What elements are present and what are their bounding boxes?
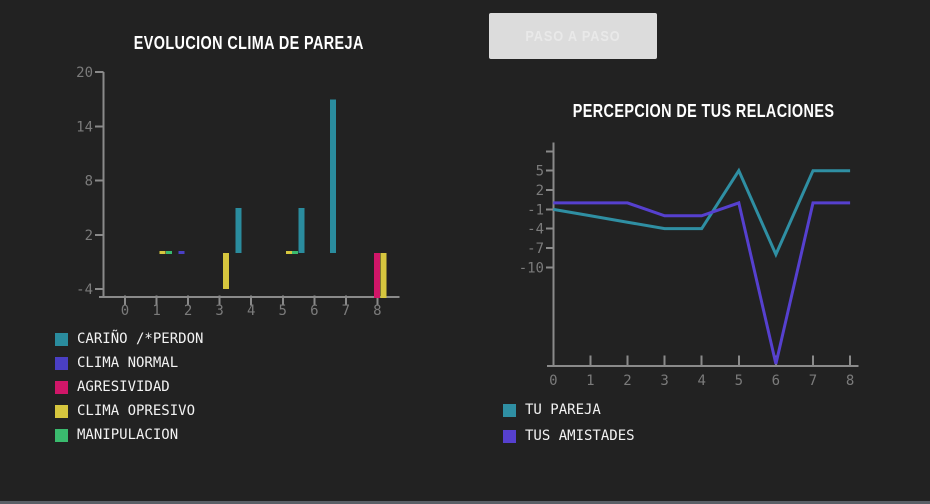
legend-item-label: CLIMA NORMAL (77, 355, 179, 371)
legend-item: CARIÑO /*PERDON (55, 327, 203, 351)
y-tick-label: 2 (536, 183, 544, 199)
legend-item: AGRESIVIDAD (55, 375, 203, 399)
bar-chart-legend: CARIÑO /*PERDON CLIMA NORMAL AGRESIVIDAD CL… (55, 327, 203, 447)
legend-item: CLIMA OPRESIVO (55, 399, 203, 423)
legend-color-swatch-icon (55, 404, 68, 418)
x-tick-label: 4 (247, 303, 255, 319)
legend-item-label: TU PAREJA (525, 402, 601, 418)
paso-a-paso-button-label: PASO A PASO (525, 27, 621, 45)
x-tick-label: 6 (772, 373, 780, 389)
y-tick-label: -1 (527, 202, 544, 218)
legend-color-swatch-icon (55, 428, 68, 442)
x-tick-label: 4 (697, 373, 705, 389)
x-tick-label: 2 (623, 373, 631, 389)
bar (235, 207, 242, 253)
legend-item: CLIMA NORMAL (55, 351, 203, 375)
x-tick-label: 8 (373, 303, 381, 319)
bar (159, 250, 166, 254)
y-tick-label: -7 (527, 241, 544, 257)
legend-item-label: TUS AMISTADES (525, 428, 635, 444)
legend-item-label: CLIMA OPRESIVO (77, 403, 196, 419)
x-tick-label: 1 (586, 373, 594, 389)
bar (292, 250, 299, 254)
paso-a-paso-button[interactable]: PASO A PASO (489, 13, 657, 59)
legend-color-swatch-icon (503, 403, 516, 417)
x-tick-label: 0 (121, 303, 129, 319)
bar (298, 207, 305, 253)
y-tick-label: 14 (76, 119, 93, 135)
x-tick-label: 5 (735, 373, 743, 389)
x-tick-label: 7 (809, 373, 817, 389)
bar (222, 253, 229, 290)
legend-color-swatch-icon (503, 429, 516, 443)
line-series (553, 167, 851, 259)
bar-chart-title: EVOLUCION CLIMA DE PAREJA (97, 33, 401, 54)
bar (178, 250, 185, 254)
bar (374, 253, 381, 299)
legend-color-swatch-icon (55, 332, 68, 346)
y-tick-label: 5 (536, 164, 544, 180)
line-chart-title-text: PERCEPCION DE TUS RELACIONES (572, 101, 835, 121)
x-tick-label: 5 (279, 303, 287, 319)
bar-chart-title-text: EVOLUCION CLIMA DE PAREJA (133, 33, 365, 53)
legend-item-label: MANIPULACION (77, 427, 179, 443)
line-chart: 5 2 -1 -4 -7 -10 0 1 2 3 4 5 6 7 8 (519, 142, 859, 389)
bar (330, 99, 337, 253)
x-tick-label: 7 (342, 303, 350, 319)
line-series (553, 200, 851, 365)
legend-item-label: CARIÑO /*PERDON (77, 331, 204, 347)
legend-color-swatch-icon (55, 380, 68, 394)
bottom-edge-strip (0, 501, 930, 504)
line-chart-title: PERCEPCION DE TUS RELACIONES (540, 101, 852, 122)
x-tick-label: 1 (152, 303, 160, 319)
bar (380, 253, 387, 299)
legend-item: TU PAREJA (503, 397, 635, 423)
x-tick-label: 0 (549, 373, 557, 389)
x-tick-label: 3 (660, 373, 668, 389)
y-tick-label: -10 (519, 260, 544, 276)
legend-item: TUS AMISTADES (503, 423, 635, 449)
legend-item-label: AGRESIVIDAD (77, 379, 170, 395)
legend-item: MANIPULACION (55, 423, 203, 447)
x-tick-label: 8 (846, 373, 854, 389)
line-chart-legend: TU PAREJA TUS AMISTADES (503, 397, 635, 449)
x-tick-label: 2 (184, 303, 192, 319)
y-tick-label: 20 (76, 65, 93, 81)
x-tick-label: 6 (310, 303, 318, 319)
bar (166, 250, 173, 254)
bar (285, 250, 292, 254)
y-tick-label: 2 (85, 228, 93, 244)
legend-color-swatch-icon (55, 356, 68, 370)
x-tick-label: 3 (215, 303, 223, 319)
y-tick-label: -4 (527, 222, 544, 238)
bar-chart: 20 14 8 2 -4 0 1 2 3 4 5 6 7 8 (76, 65, 400, 319)
y-tick-label: 8 (85, 174, 93, 190)
y-tick-label: -4 (76, 282, 93, 298)
